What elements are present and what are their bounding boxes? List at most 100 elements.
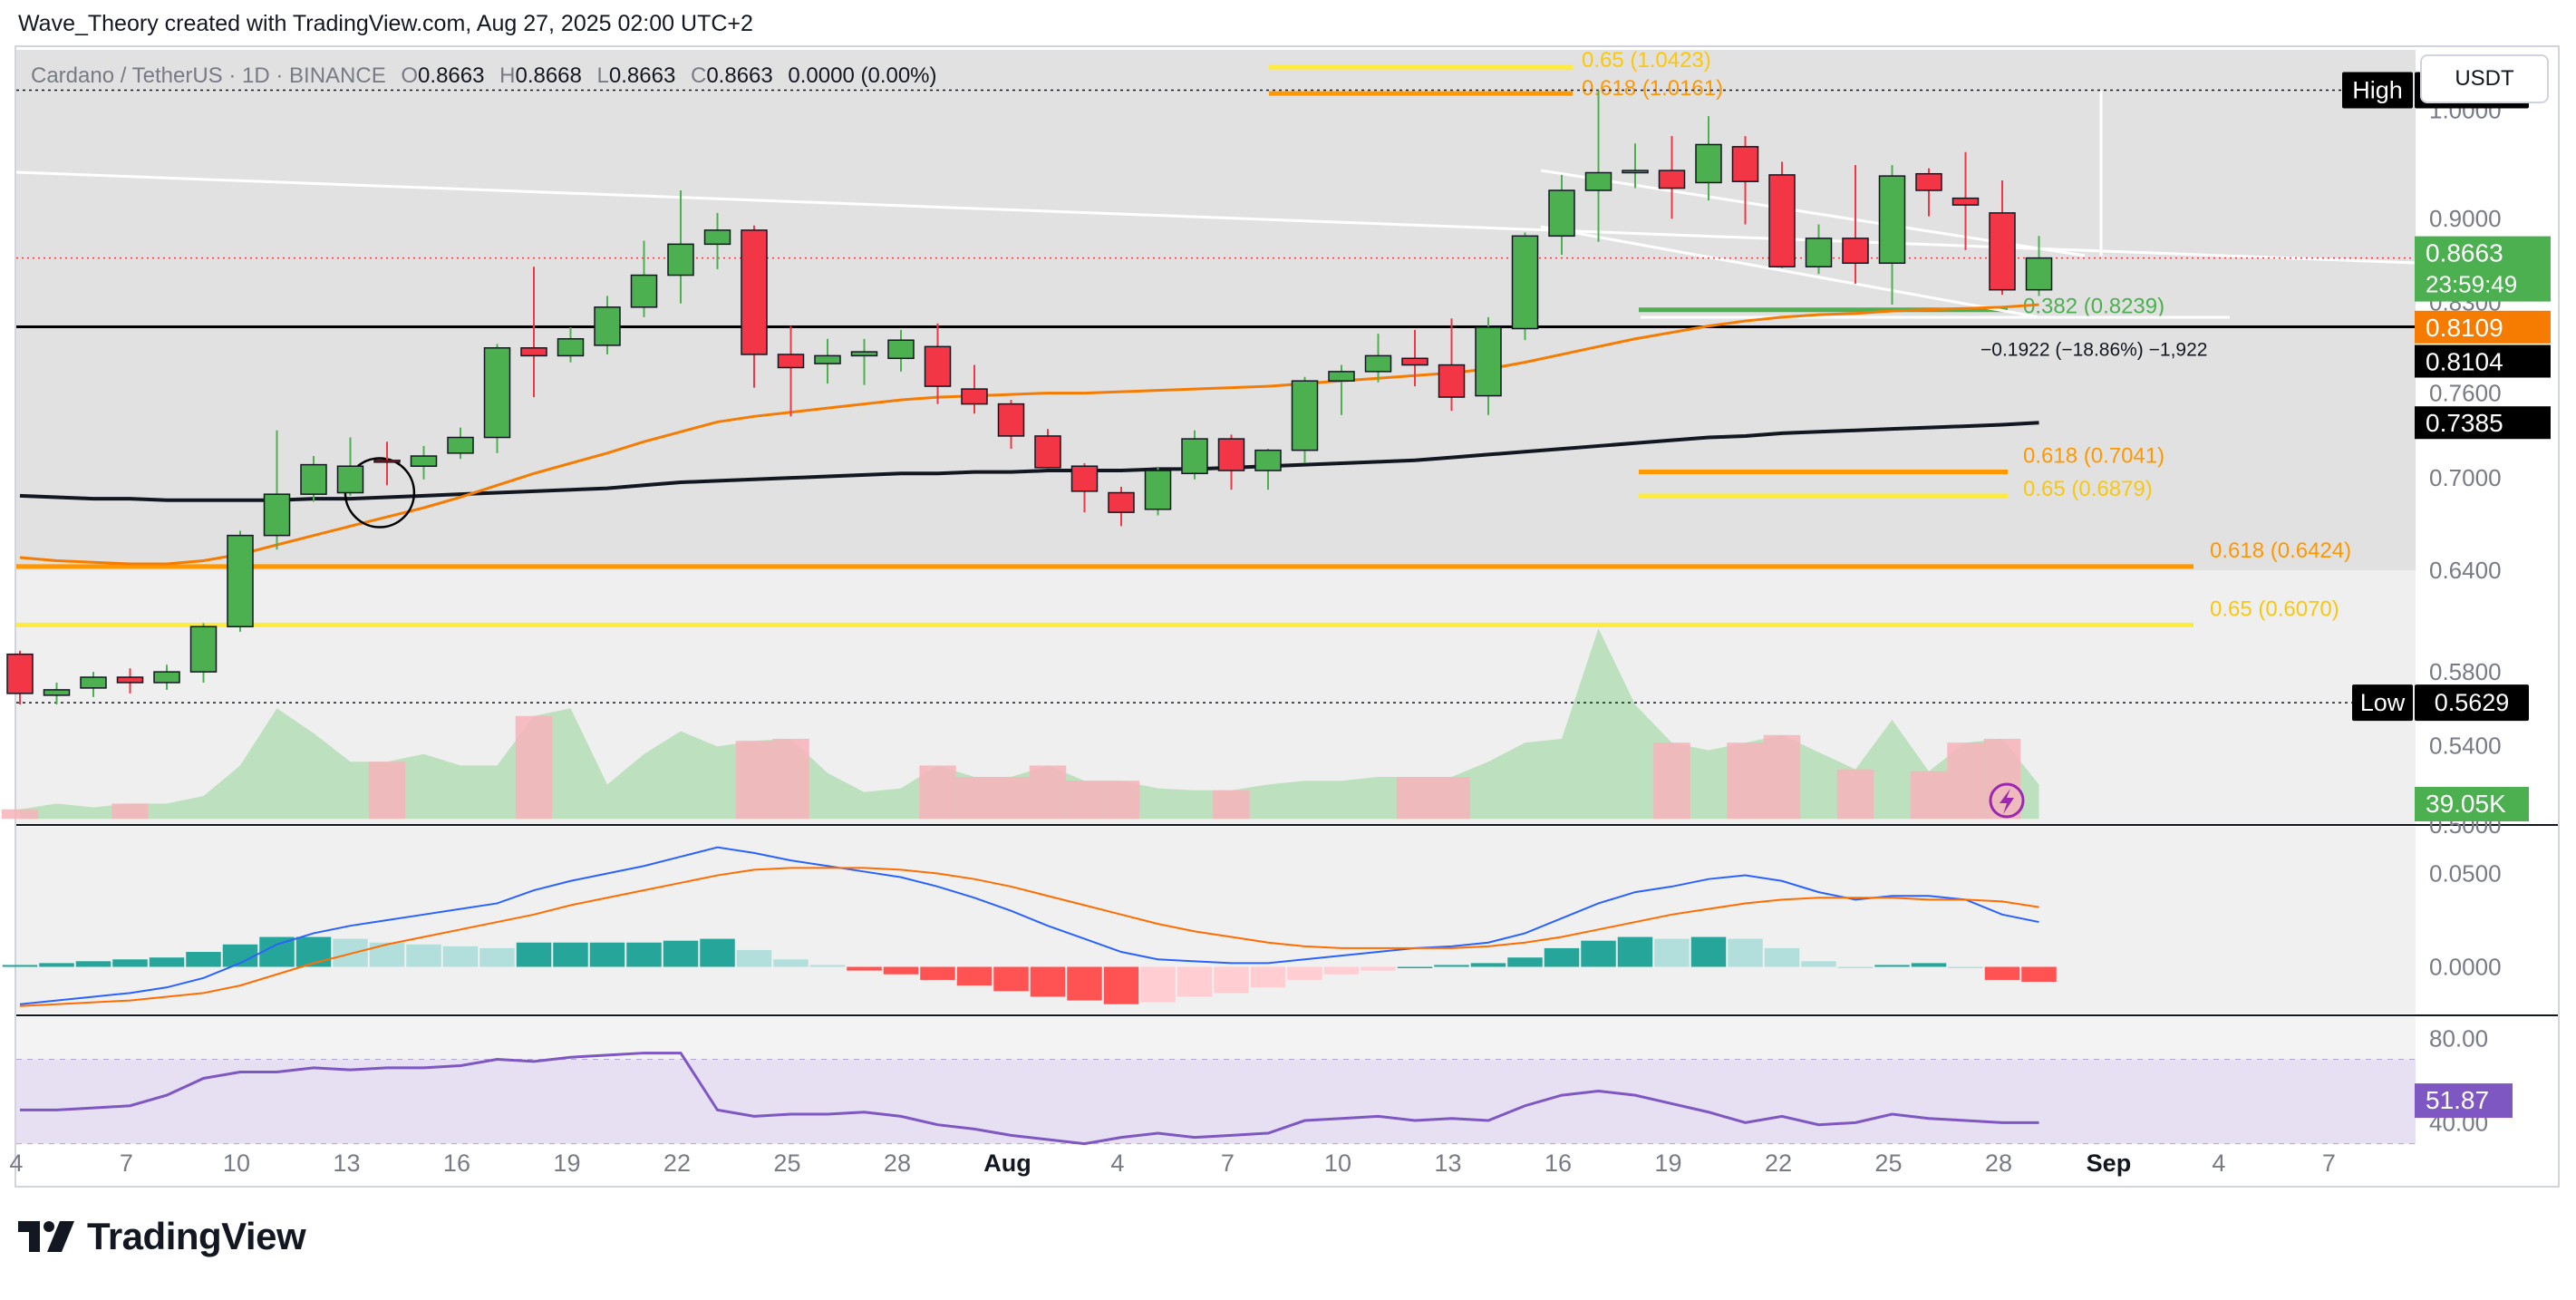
rsi-line [20, 1052, 2039, 1146]
x-tick-label: 25 [773, 1150, 800, 1177]
candle-down [1438, 364, 1466, 398]
candle-up [2025, 257, 2053, 291]
open-value: 0.8663 [418, 63, 485, 88]
fib-label: 0.65 (1.0423) [1582, 48, 1711, 73]
candle-up [80, 676, 107, 689]
macd-histogram-bar [553, 942, 588, 967]
candle-down [961, 388, 988, 405]
macd-histogram-bar [1617, 936, 1653, 967]
candle-up [594, 306, 621, 346]
candle-up [850, 351, 878, 357]
macd-histogram-bar [1728, 938, 1763, 967]
low-label: Low [2360, 689, 2406, 716]
x-tick-label: 22 [663, 1150, 691, 1177]
candle-down [1658, 170, 1686, 189]
candle-up [336, 465, 364, 494]
volume-bar-down [955, 776, 993, 820]
macd-histogram-bar [75, 961, 111, 967]
rsi-band [16, 1059, 2416, 1144]
x-tick-label: 13 [1434, 1150, 1461, 1177]
low-key: L [596, 63, 609, 88]
volume-bar-down [1433, 776, 1470, 820]
candle-up [1622, 170, 1649, 174]
macd-histogram-bar [773, 959, 809, 967]
x-tick-label: 10 [223, 1150, 250, 1177]
macd-histogram-bar [1544, 947, 1580, 967]
macd-histogram-bar [1948, 966, 1983, 968]
macd-line [19, 846, 2039, 1005]
macd-histogram-bar [295, 936, 332, 967]
macd-histogram-bar [369, 942, 405, 967]
tradingview-wordmark: TradingView [87, 1215, 306, 1257]
candle-up [557, 338, 585, 357]
macd-histogram-bar [809, 965, 846, 967]
macd-histogram-bar [1103, 966, 1139, 1004]
currency-button[interactable]: USDT [2420, 54, 2549, 103]
candle-down [1070, 465, 1099, 492]
volume-bar-down [368, 762, 406, 820]
volume-bar-down [1066, 781, 1103, 820]
volume-bar-down [1102, 781, 1140, 820]
high-key: H [499, 63, 516, 88]
volume-bar-down [735, 741, 773, 820]
macd-histogram-bar [442, 946, 479, 967]
candle-up [43, 689, 71, 696]
macd-signal-line [19, 867, 2039, 1007]
channel-line [1540, 225, 2040, 319]
high-label: High [2352, 77, 2403, 104]
macd-histogram-bar [1654, 938, 1690, 967]
candle-up [447, 436, 474, 454]
candle-down [1951, 197, 1980, 206]
macd-histogram-bar [1764, 947, 1800, 967]
candle-up [1878, 175, 1906, 265]
fib-label: 0.65 (0.6879) [2023, 477, 2153, 501]
volume-bar-down [1947, 742, 1984, 820]
y-tick-label: 80.00 [2429, 1024, 2488, 1052]
price-badge-value: 0.7385 [2426, 409, 2503, 437]
price-badge-value: 0.8109 [2426, 314, 2503, 342]
macd-histogram-bar [1874, 965, 1910, 967]
macd-histogram-bar [993, 966, 1029, 992]
symbol-name[interactable]: Cardano / TetherUS · 1D · BINANCE [31, 63, 386, 88]
macd-histogram-bar [589, 942, 625, 967]
candle-down [1108, 491, 1135, 513]
lightning-icon [1989, 782, 2025, 819]
candle-up [1291, 380, 1319, 451]
candle-up [1328, 371, 1355, 382]
x-tick-label: 19 [553, 1150, 580, 1177]
candle-down [924, 345, 952, 387]
fib-label: 0.618 (0.6424) [2210, 538, 2351, 563]
macd-histogram-bar [186, 952, 221, 967]
candle-down [1842, 238, 1869, 265]
price-badge-bg [2415, 310, 2551, 344]
macd-histogram-bar [1690, 936, 1727, 967]
candle-up [887, 339, 915, 360]
open-key: O [401, 63, 419, 88]
macd-histogram-bar [39, 963, 74, 967]
macd-histogram-bar [1030, 966, 1066, 997]
macd-histogram-bar [956, 966, 993, 986]
close-value: 0.8663 [706, 63, 773, 88]
symbol-legend: Cardano / TetherUS · 1D · BINANCE O0.866… [31, 63, 937, 89]
y-tick-label: 0.5400 [2429, 732, 2502, 759]
candle-down [373, 460, 401, 463]
macd-histogram-bar [736, 949, 772, 967]
macd-histogram-bar [847, 966, 882, 971]
volume-bar-down [1727, 742, 1764, 820]
macd-histogram-bar [1507, 957, 1543, 967]
x-tick-label: 7 [120, 1150, 133, 1177]
candle-up [1695, 143, 1722, 184]
x-tick-label: 10 [1324, 1150, 1351, 1177]
volume-bar-down [1029, 765, 1067, 820]
macd-histogram-bar [700, 938, 735, 967]
candle-up [1144, 470, 1172, 510]
y-tick-label: 0.7600 [2429, 380, 2502, 407]
x-tick-label: Aug [983, 1150, 1031, 1177]
macd-histogram-bar [1177, 966, 1213, 997]
x-tick-label: 16 [443, 1150, 470, 1177]
macd-histogram-bar [1470, 963, 1506, 967]
tradingview-logo[interactable]: TradingView [18, 1215, 306, 1258]
macd-histogram-bar [406, 944, 441, 967]
price-badge-bg [2415, 344, 2551, 378]
